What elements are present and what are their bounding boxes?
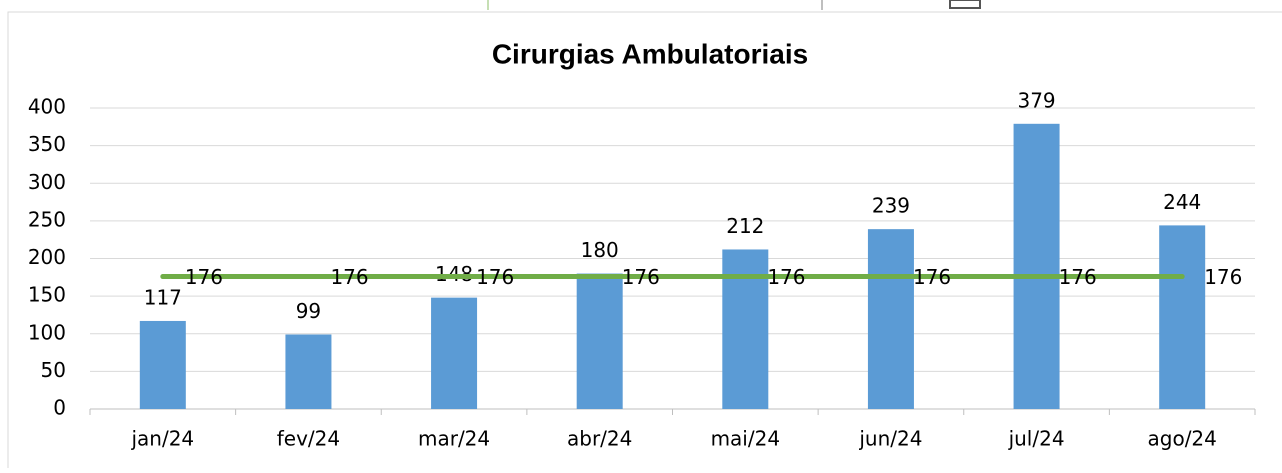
- bar: [139, 320, 186, 409]
- x-tick-label: jun/24: [858, 427, 922, 451]
- bar: [431, 297, 478, 409]
- bar-value-label: 117: [144, 285, 182, 309]
- x-tick-label: jul/24: [1008, 427, 1065, 451]
- x-tick-label: abr/24: [567, 427, 632, 451]
- x-tick-label: mar/24: [418, 427, 490, 451]
- y-tick-label: 200: [28, 245, 66, 269]
- x-tick-label: fev/24: [277, 427, 340, 451]
- chart-frame: [7, 11, 1282, 473]
- y-tick-label: 0: [53, 396, 66, 420]
- y-tick-label: 350: [28, 132, 66, 156]
- line-value-label: 176: [330, 265, 368, 289]
- chart-title: Cirurgias Ambulatoriais: [492, 38, 808, 69]
- bar: [722, 249, 769, 409]
- y-tick-label: 300: [28, 170, 66, 194]
- bar: [285, 334, 332, 409]
- y-tick-label: 150: [28, 283, 66, 307]
- x-tick-label: jan/24: [130, 427, 194, 451]
- x-tick-label: mai/24: [711, 427, 780, 451]
- bar-value-label: 212: [726, 214, 764, 238]
- line-value-label: 176: [913, 265, 951, 289]
- bar-value-label: 379: [1017, 88, 1055, 112]
- bar-value-label: 99: [296, 299, 321, 323]
- bar: [867, 229, 914, 409]
- line-value-label: 176: [1204, 265, 1242, 289]
- line-value-label: 176: [1059, 265, 1097, 289]
- sheet-icon: [949, 0, 981, 9]
- bar-value-label: 180: [581, 238, 619, 262]
- line-value-label: 176: [622, 265, 660, 289]
- bar: [1013, 123, 1060, 410]
- bar-value-label: 244: [1163, 190, 1201, 214]
- x-tick-label: ago/24: [1148, 427, 1217, 451]
- y-tick-label: 400: [28, 95, 66, 119]
- line-value-label: 176: [185, 265, 223, 289]
- bar: [576, 273, 623, 409]
- y-tick-label: 250: [28, 207, 66, 231]
- y-tick-label: 100: [28, 320, 66, 344]
- line-value-label: 176: [476, 265, 514, 289]
- bar-value-label: 239: [872, 194, 910, 218]
- y-tick-label: 50: [41, 358, 66, 382]
- line-value-label: 176: [767, 265, 805, 289]
- bar: [1159, 225, 1206, 409]
